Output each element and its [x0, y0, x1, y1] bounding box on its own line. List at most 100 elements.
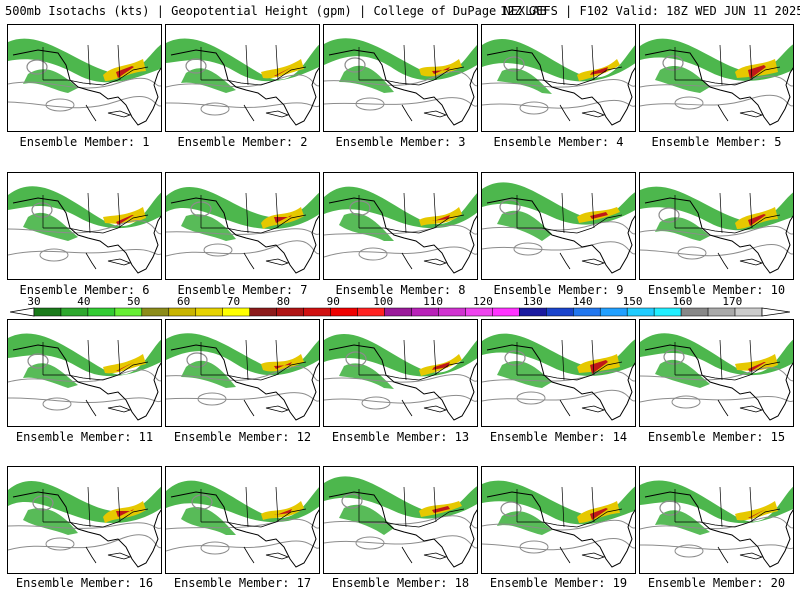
- low-center-contour: [663, 349, 685, 365]
- isotach-band: [324, 334, 477, 377]
- height-contour: [166, 392, 319, 402]
- ensemble-member-label: Ensemble Member: 12: [173, 430, 312, 444]
- high-center-contour: [200, 541, 230, 555]
- map-svg: [324, 334, 477, 421]
- high-center-contour: [519, 101, 549, 115]
- jet-max: [590, 67, 608, 75]
- isotach-band: [640, 186, 793, 231]
- height-contour: [166, 228, 319, 235]
- caribbean-coastline: [559, 252, 606, 270]
- ensemble-member-map: [481, 24, 636, 132]
- low-center-contour: [500, 501, 522, 517]
- colorbar-swatch: [653, 307, 682, 317]
- jet-max: [590, 212, 608, 219]
- low-center-contour: [27, 353, 49, 369]
- high-center-contour: [671, 395, 701, 409]
- colorbar-swatch: [276, 307, 304, 317]
- jet-max: [432, 67, 450, 74]
- map-svg: [324, 186, 477, 274]
- jet-core: [419, 59, 462, 77]
- ensemble-member-map: [165, 24, 320, 132]
- map-svg: [166, 38, 319, 126]
- isotach-band: [640, 333, 793, 375]
- caribbean-coastline: [559, 399, 606, 417]
- colorbar-tick-label: 40: [77, 296, 90, 308]
- political-boundaries: [200, 192, 307, 234]
- jet-max: [748, 214, 766, 226]
- low-center-contour: [499, 199, 521, 215]
- ensemble-member-map: [639, 172, 794, 280]
- caribbean-coastline: [401, 546, 448, 564]
- colorbar-tick-label: 90: [327, 296, 340, 308]
- ensemble-member-label: Ensemble Member: 14: [489, 430, 628, 444]
- ensemble-member-map: [481, 466, 636, 574]
- map-svg: [8, 186, 161, 274]
- colorbar-tick-label: 170: [722, 296, 742, 308]
- coastline: [170, 49, 319, 126]
- coastline: [328, 197, 477, 274]
- map-svg: [482, 333, 635, 421]
- height-contour: [482, 241, 635, 255]
- isotach-band: [339, 65, 394, 93]
- political-boundaries: [42, 339, 149, 381]
- low-center-contour: [503, 56, 525, 72]
- map-svg: [482, 182, 635, 274]
- colorbar-swatch: [87, 307, 116, 317]
- jet-max: [748, 362, 766, 372]
- isotach-band: [8, 186, 161, 228]
- high-center-contour: [677, 246, 707, 260]
- political-boundaries: [674, 486, 781, 528]
- ensemble-member-label: Ensemble Member: 10: [647, 283, 786, 297]
- jet-core: [735, 354, 778, 371]
- ensemble-member-map: [323, 319, 478, 427]
- colorbar-min-arrow: [9, 307, 35, 317]
- ensemble-member-map: [323, 24, 478, 132]
- isotach-band: [166, 38, 319, 82]
- ensemble-member-map: [639, 24, 794, 132]
- jet-max: [748, 509, 766, 518]
- low-center-contour: [504, 350, 526, 366]
- colorbar-swatch: [195, 307, 223, 317]
- ensemble-member-label: Ensemble Member: 1: [19, 135, 150, 149]
- height-contour: [8, 522, 161, 529]
- colorbar-tick-label: 50: [127, 296, 140, 308]
- colorbar-swatch: [357, 307, 385, 317]
- isotach-band: [482, 333, 635, 376]
- coastline: [12, 49, 161, 126]
- height-contour: [324, 515, 477, 529]
- ensemble-member-label: Ensemble Member: 8: [335, 283, 466, 297]
- isotach-band: [181, 68, 236, 93]
- colorbar-tick-label: 70: [227, 296, 240, 308]
- colorbar-swatch: [680, 307, 709, 317]
- ensemble-member-map: [639, 319, 794, 427]
- high-center-contour: [513, 242, 543, 256]
- height-contour: [166, 240, 319, 257]
- political-boundaries: [516, 44, 623, 86]
- map-svg: [640, 38, 793, 126]
- isotach-band: [23, 508, 78, 535]
- isotach-band: [640, 38, 793, 81]
- low-center-contour: [31, 202, 53, 218]
- ensemble-member-label: Ensemble Member: 19: [489, 576, 628, 590]
- coastline: [170, 344, 319, 421]
- map-svg: [8, 38, 161, 126]
- low-center-contour: [659, 500, 681, 516]
- colorbar-tick-label: 120: [473, 296, 493, 308]
- coastline: [170, 491, 319, 568]
- height-contour: [324, 246, 477, 258]
- isotach-band: [655, 510, 710, 535]
- political-boundaries: [674, 44, 781, 86]
- height-contour: [166, 365, 319, 382]
- political-boundaries: [42, 486, 149, 528]
- high-center-contour: [674, 544, 704, 558]
- height-contour: [482, 389, 635, 402]
- coastline: [486, 49, 635, 126]
- jet-max: [432, 362, 450, 370]
- isotach-band: [8, 333, 161, 377]
- high-center-contour: [358, 247, 388, 261]
- political-boundaries: [674, 339, 781, 381]
- map-svg: [166, 333, 319, 421]
- caribbean-coastline: [401, 252, 448, 270]
- coastline: [486, 491, 635, 568]
- colorbar-tick-label: 80: [277, 296, 290, 308]
